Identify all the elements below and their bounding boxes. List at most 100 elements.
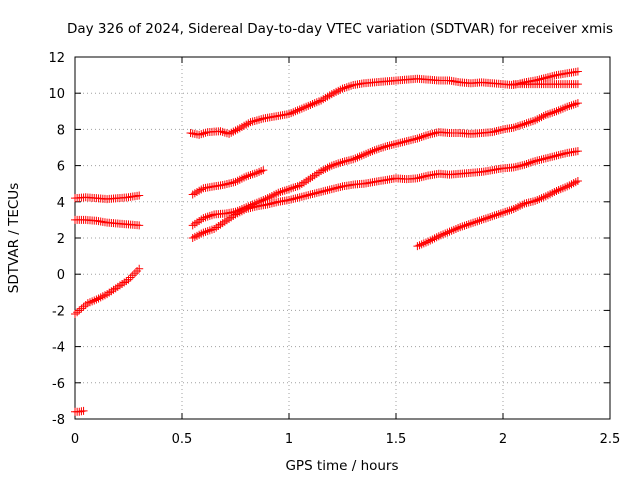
data-point	[567, 180, 576, 189]
data-point	[291, 194, 300, 203]
series-s7	[188, 166, 268, 199]
data-point	[387, 140, 396, 149]
data-point	[430, 129, 439, 138]
data-point	[96, 293, 105, 302]
data-point	[490, 211, 499, 220]
data-point	[135, 191, 144, 200]
data-point	[244, 119, 253, 128]
data-point	[248, 203, 257, 212]
data-point	[250, 202, 259, 211]
x-tick-label: 2.5	[600, 432, 621, 447]
data-point	[454, 224, 463, 233]
data-point	[466, 219, 475, 228]
data-point	[334, 86, 343, 95]
data-point	[299, 103, 308, 112]
data-point	[197, 215, 206, 224]
x-tick-label: 0	[71, 432, 79, 447]
data-point	[255, 167, 264, 176]
data-point	[212, 223, 221, 232]
data-point	[543, 73, 552, 82]
data-point	[237, 174, 246, 183]
data-point	[475, 216, 484, 225]
data-point	[347, 155, 356, 164]
data-point	[531, 116, 540, 125]
data-point	[190, 219, 199, 228]
data-point	[434, 232, 443, 241]
series-s10	[413, 176, 582, 251]
data-point	[573, 80, 582, 89]
data-point	[426, 130, 435, 139]
data-point	[329, 89, 338, 98]
data-point	[509, 123, 518, 132]
data-point	[558, 104, 567, 113]
data-point	[323, 163, 332, 172]
data-point	[201, 128, 210, 137]
data-point	[323, 186, 332, 195]
data-point	[469, 218, 478, 227]
axis-ticks: -8 -6 -4 -2 0 2 4 6 8 10 12 0 0.5 1 1.5 2 2.5	[48, 51, 620, 447]
data-point	[289, 183, 298, 192]
data-point	[344, 156, 353, 165]
data-point	[308, 190, 317, 199]
y-tick-label: 0	[57, 268, 65, 283]
data-point	[222, 216, 231, 225]
data-point	[308, 172, 317, 181]
data-point	[188, 190, 197, 199]
data-point	[567, 101, 576, 110]
data-point	[71, 310, 79, 319]
data-point	[201, 227, 210, 236]
data-point	[528, 197, 537, 206]
y-axis-label: SDTVAR / TECUs	[6, 183, 22, 293]
data-point	[103, 290, 112, 299]
data-point	[556, 105, 565, 114]
data-point	[205, 226, 214, 235]
data-point	[227, 213, 236, 222]
data-point	[516, 161, 525, 170]
data-point	[329, 160, 338, 169]
data-point	[503, 207, 512, 216]
data-point	[516, 121, 525, 130]
data-point	[362, 149, 371, 158]
data-point	[492, 210, 501, 219]
data-point	[218, 127, 227, 136]
data-point	[220, 180, 229, 189]
data-point	[195, 186, 204, 195]
data-point	[225, 129, 234, 138]
data-point	[402, 137, 411, 146]
data-point	[415, 241, 424, 250]
data-point	[558, 184, 567, 193]
data-point	[550, 188, 559, 197]
data-point	[235, 124, 244, 133]
data-point	[381, 142, 390, 151]
data-point	[340, 83, 349, 92]
data-point	[109, 285, 118, 294]
data-point	[242, 120, 251, 129]
data-point	[488, 212, 497, 221]
data-point	[225, 214, 234, 223]
data-point	[242, 205, 251, 214]
data-point	[188, 234, 197, 242]
data-point	[263, 200, 272, 209]
data-point	[100, 291, 109, 300]
data-point	[267, 199, 276, 208]
data-point	[122, 277, 131, 286]
data-point	[90, 296, 99, 305]
data-point	[304, 175, 313, 184]
data-point	[250, 169, 259, 178]
data-point	[317, 167, 326, 176]
data-point	[428, 235, 437, 244]
data-point	[554, 151, 563, 160]
data-point	[265, 199, 274, 208]
data-point	[135, 264, 144, 273]
data-point	[227, 178, 236, 187]
data-point	[190, 189, 199, 198]
data-point	[220, 217, 229, 226]
data-point	[546, 153, 555, 162]
data-point	[218, 219, 227, 228]
y-tick-label: 2	[57, 232, 65, 247]
data-point	[287, 109, 296, 118]
data-point	[535, 114, 544, 123]
data-point	[85, 298, 94, 307]
data-point	[276, 188, 285, 197]
data-point	[509, 205, 518, 214]
